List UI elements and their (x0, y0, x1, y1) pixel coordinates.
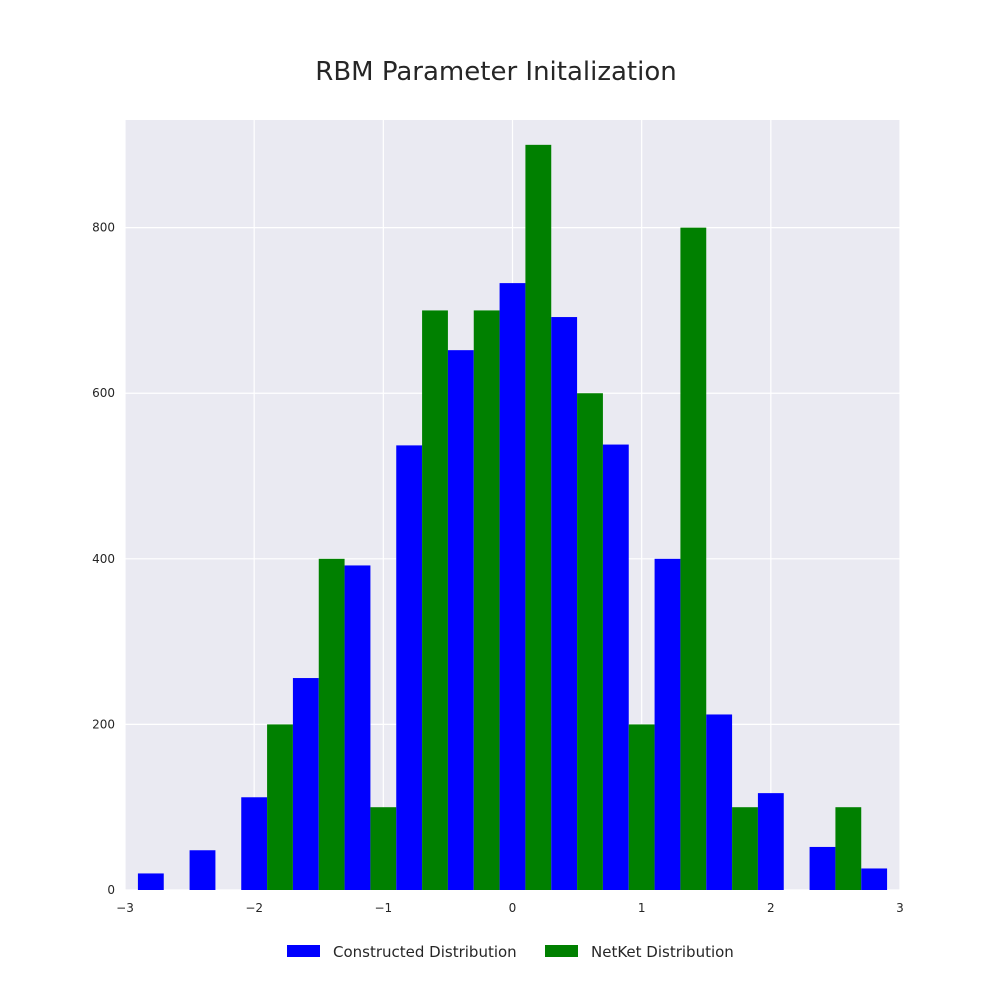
x-tick-label: 0 (509, 901, 517, 915)
bar-netket (680, 227, 707, 890)
bar-constructed (447, 350, 474, 890)
legend-swatch-constructed (287, 945, 320, 957)
bar-constructed (396, 445, 423, 890)
bar-netket (473, 310, 500, 890)
bar-constructed (602, 444, 629, 890)
y-tick-label: 0 (107, 883, 115, 897)
bar-netket (525, 144, 552, 890)
y-tick-label: 400 (92, 552, 115, 566)
bars (137, 144, 888, 890)
bar-netket (732, 807, 758, 890)
x-tick-label: 3 (896, 901, 904, 915)
bar-netket (422, 310, 448, 890)
bar-constructed (499, 283, 526, 890)
x-tick-label: −3 (116, 901, 134, 915)
bar-netket (835, 807, 862, 890)
bar-constructed (137, 873, 164, 890)
x-axis-ticks: −3 −2 −1 0 1 2 3 (116, 901, 904, 915)
x-tick-label: −2 (245, 901, 263, 915)
y-axis-ticks: 0 200 400 600 800 (92, 221, 115, 897)
bar-netket (628, 724, 655, 890)
bar-constructed (241, 797, 268, 890)
x-tick-label: −1 (374, 901, 392, 915)
bar-constructed (189, 850, 216, 890)
bar-netket (318, 558, 345, 890)
legend-label-constructed: Constructed Distribution (333, 943, 517, 961)
x-tick-label: 2 (767, 901, 775, 915)
x-tick-label: 1 (638, 901, 646, 915)
bar-constructed (861, 868, 888, 890)
legend-label-netket: NetKet Distribution (591, 943, 734, 961)
bar-constructed (344, 565, 371, 890)
bar-group (137, 144, 888, 890)
chart-title: RBM Parameter Initalization (315, 57, 676, 87)
bar-constructed (292, 678, 319, 890)
y-tick-label: 600 (92, 386, 115, 400)
bar-constructed (706, 714, 733, 890)
bar-netket (577, 393, 603, 890)
bar-constructed (654, 558, 681, 890)
bar-netket (267, 724, 293, 890)
bar-netket (370, 807, 397, 890)
y-tick-label: 800 (92, 221, 115, 235)
bar-constructed (809, 846, 836, 890)
bar-constructed (551, 317, 578, 890)
bar-constructed (757, 793, 784, 890)
legend-swatch-netket (545, 945, 578, 957)
y-tick-label: 200 (92, 717, 115, 731)
legend: Constructed Distribution NetKet Distribu… (287, 943, 734, 961)
